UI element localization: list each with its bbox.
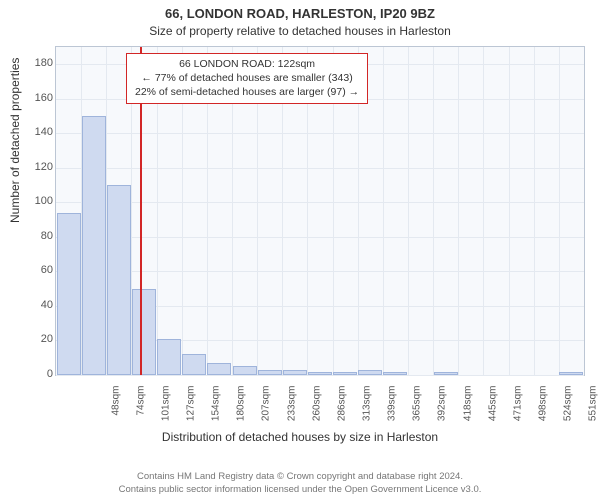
annotation-line-3: 22% of semi-detached houses are larger (… [135,85,359,99]
x-tick-label: 74sqm [135,386,146,436]
footer-line-2: Contains public sector information licen… [0,484,600,496]
gridline-horizontal [56,375,584,376]
x-tick-label: 498sqm [538,386,549,436]
x-tick-label: 445sqm [487,386,498,436]
histogram-bar [157,339,181,375]
annotation-line-1: 66 LONDON ROAD: 122sqm [135,57,359,71]
y-tick-label: 80 [13,230,53,242]
chart-title: 66, LONDON ROAD, HARLESTON, IP20 9BZ [0,6,600,21]
footer-text: Contains HM Land Registry data © Crown c… [0,471,600,496]
x-tick-label: 233sqm [286,386,297,436]
x-tick-label: 180sqm [236,386,247,436]
histogram-bar [107,185,131,375]
y-tick-label: 120 [13,161,53,173]
annotation-box: 66 LONDON ROAD: 122sqm ← 77% of detached… [126,53,368,104]
x-tick-label: 392sqm [437,386,448,436]
gridline-vertical [509,47,510,375]
x-axis-label: Distribution of detached houses by size … [0,430,600,444]
histogram-bar [383,372,407,375]
y-tick-label: 0 [13,368,53,380]
gridline-horizontal [56,202,584,203]
gridline-vertical [433,47,434,375]
gridline-vertical [559,47,560,375]
y-tick-label: 140 [13,126,53,138]
gridline-horizontal [56,133,584,134]
y-tick-label: 60 [13,264,53,276]
histogram-bar [207,363,231,375]
x-tick-label: 418sqm [462,386,473,436]
x-tick-label: 551sqm [588,386,599,436]
histogram-bar [333,372,357,375]
x-tick-label: 260sqm [311,386,322,436]
gridline-horizontal [56,237,584,238]
histogram-bar [233,366,257,375]
chart-subtitle: Size of property relative to detached ho… [0,24,600,38]
x-tick-label: 286sqm [336,386,347,436]
gridline-vertical [458,47,459,375]
histogram-bar [258,370,282,375]
gridline-vertical [483,47,484,375]
gridline-horizontal [56,168,584,169]
histogram-bar [57,213,81,375]
plot-area: 66 LONDON ROAD: 122sqm ← 77% of detached… [55,46,585,376]
annotation-line-2: ← 77% of detached houses are smaller (34… [135,71,359,85]
x-tick-label: 313sqm [362,386,373,436]
y-tick-label: 180 [13,57,53,69]
x-tick-label: 339sqm [387,386,398,436]
x-tick-label: 524sqm [563,386,574,436]
chart-container: 66, LONDON ROAD, HARLESTON, IP20 9BZ Siz… [0,0,600,500]
x-tick-label: 101sqm [160,386,171,436]
x-tick-label: 207sqm [261,386,272,436]
histogram-bar [82,116,106,375]
histogram-bar [308,372,332,375]
histogram-bar [358,370,382,375]
x-tick-label: 48sqm [110,386,121,436]
histogram-bar [559,372,583,375]
gridline-horizontal [56,271,584,272]
histogram-bar [434,372,458,375]
histogram-bar [132,289,156,375]
footer-line-1: Contains HM Land Registry data © Crown c… [0,471,600,483]
y-tick-label: 40 [13,299,53,311]
gridline-vertical [408,47,409,375]
x-tick-label: 154sqm [211,386,222,436]
x-tick-label: 471sqm [512,386,523,436]
x-tick-label: 365sqm [412,386,423,436]
gridline-vertical [534,47,535,375]
histogram-bar [283,370,307,375]
x-tick-label: 127sqm [186,386,197,436]
gridline-vertical [383,47,384,375]
y-tick-label: 160 [13,92,53,104]
histogram-bar [182,354,206,375]
y-tick-label: 20 [13,333,53,345]
y-tick-label: 100 [13,195,53,207]
